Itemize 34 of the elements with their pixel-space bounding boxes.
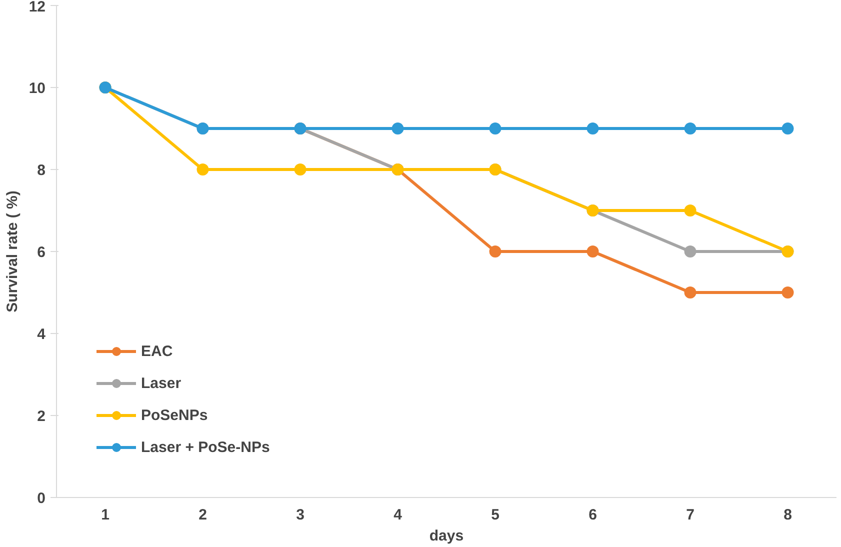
point [684, 286, 696, 298]
point [294, 164, 306, 176]
legend-label: Laser [141, 374, 182, 392]
point [782, 286, 794, 298]
point [489, 122, 502, 134]
x-axis-title: days [429, 528, 464, 544]
y-tick-label: 4 [37, 326, 46, 343]
y-tick-label: 2 [37, 408, 46, 425]
y-tick-label: 6 [37, 244, 46, 261]
y-tick-label: 8 [37, 162, 46, 179]
y-tick-label: 12 [28, 0, 46, 16]
y-axis-title: Survival rate ( %) [4, 190, 21, 312]
x-tick-label: 6 [588, 506, 597, 524]
point [684, 122, 696, 134]
legend-label: Laser + PoSe-NPs [141, 438, 270, 456]
point [392, 122, 404, 134]
x-tick-label: 4 [394, 506, 403, 524]
x-tick-label: 5 [491, 506, 500, 524]
point [586, 246, 599, 258]
legend-label: EAC [141, 342, 173, 360]
point [586, 122, 599, 134]
legend-label: PoSeNPs [141, 406, 208, 424]
x-tick-label: 2 [198, 506, 207, 524]
point [489, 246, 502, 258]
x-tick-label: 3 [296, 506, 304, 524]
point [196, 164, 209, 176]
y-tick-label: 0 [37, 490, 46, 507]
x-tick-label: 8 [784, 506, 792, 524]
point [782, 122, 794, 134]
x-tick-label: 7 [686, 506, 694, 524]
x-tick-label: 1 [101, 506, 110, 524]
y-tick-label: 10 [28, 80, 46, 97]
point [684, 204, 696, 216]
point [684, 246, 696, 258]
